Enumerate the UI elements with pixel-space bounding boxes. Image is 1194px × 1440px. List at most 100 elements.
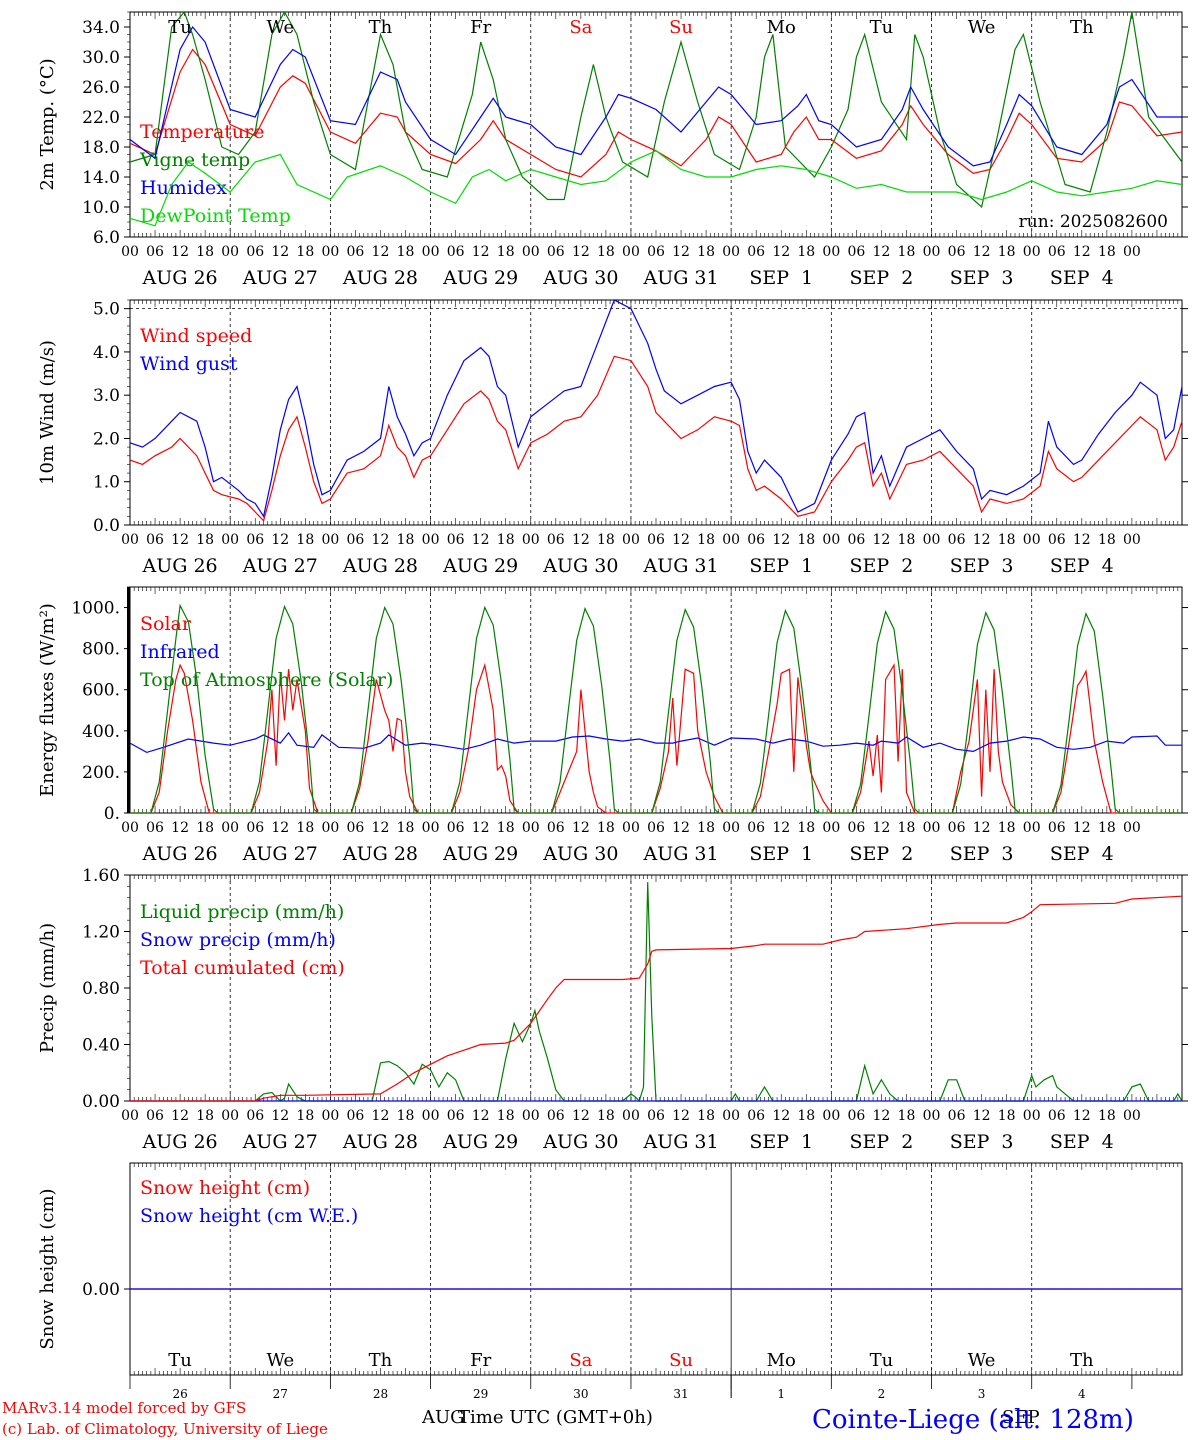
energy-hour-tick-label: 18 xyxy=(697,820,715,836)
energy-hour-tick-label: 12 xyxy=(171,820,189,836)
energy-date-label: SEP 2 xyxy=(850,843,914,865)
energy-hour-tick-label: 12 xyxy=(372,820,390,836)
temp-hour-tick-label: 12 xyxy=(372,244,390,260)
month-left-label: AUG xyxy=(421,1407,465,1428)
temp-hour-tick-label: 00 xyxy=(923,244,941,260)
snow-y-axis-label: Snow height (cm) xyxy=(37,1188,58,1349)
wind-hour-tick-label: 00 xyxy=(221,532,239,548)
precip-hour-tick-label: 00 xyxy=(522,1108,540,1124)
precip-date-label: SEP 2 xyxy=(850,1131,914,1153)
wind-hour-tick-label: 06 xyxy=(747,532,765,548)
energy-hour-tick-label: 00 xyxy=(221,820,239,836)
precip-legend-entry: Liquid precip (mm/h) xyxy=(140,901,344,923)
temp-hour-tick-label: 18 xyxy=(196,244,214,260)
panel-energy: 0. 200. 400. 600. 800. 1000. Energy fluxes (W/… xyxy=(37,586,1188,865)
wind-date-label: AUG 30 xyxy=(542,555,618,577)
temp-hour-tick-label: 18 xyxy=(697,244,715,260)
temp-hour-tick-label: 06 xyxy=(146,244,164,260)
energy-y-axis-label: Energy fluxes (W/m²) xyxy=(37,603,58,797)
wind-hour-tick-label: 12 xyxy=(572,532,590,548)
energy-hour-tick-label: 18 xyxy=(998,820,1016,836)
x-axis-label: Time UTC (GMT+0h) xyxy=(458,1407,653,1428)
energy-hour-tick-label: 12 xyxy=(873,820,891,836)
temp-hour-tick-label: 00 xyxy=(221,244,239,260)
energy-hour-tick-label: 00 xyxy=(822,820,840,836)
wind-hour-tick-label: 18 xyxy=(1098,532,1116,548)
precip-hour-tick-label: 00 xyxy=(622,1108,640,1124)
precip-hour-tick-label: 12 xyxy=(271,1108,289,1124)
temp-date-label: SEP 1 xyxy=(749,267,813,289)
energy-y-tick-label: 800. xyxy=(82,640,120,660)
precip-hour-tick-label: 12 xyxy=(873,1108,891,1124)
precip-hour-tick-label: 06 xyxy=(347,1108,365,1124)
wind-hour-tick-label: 00 xyxy=(121,532,139,548)
wind-hour-tick-label: 00 xyxy=(822,532,840,548)
temp-hour-tick-label: 18 xyxy=(998,244,1016,260)
wind-hour-tick-label: 18 xyxy=(697,532,715,548)
energy-y-tick-label: 600. xyxy=(82,681,120,701)
precip-hour-tick-label: 00 xyxy=(822,1108,840,1124)
wind-hour-tick-label: 18 xyxy=(497,532,515,548)
energy-hour-tick-label: 18 xyxy=(397,820,415,836)
energy-date-label: AUG 31 xyxy=(642,843,718,865)
weekday-label: We xyxy=(266,1350,294,1371)
run-label: run: 2025082600 xyxy=(1019,212,1168,232)
energy-hour-tick-label: 18 xyxy=(1098,820,1116,836)
precip-date-label: AUG 31 xyxy=(642,1131,718,1153)
energy-hour-tick-label: 12 xyxy=(572,820,590,836)
temp-hour-tick-label: 12 xyxy=(1073,244,1091,260)
panel-snow: 0.00 Snow height (cm) Snow height (cm) Snow… xyxy=(37,1162,1183,1401)
weekday-label: Tu xyxy=(168,1350,192,1371)
temp-hour-tick-label: 12 xyxy=(672,244,690,260)
precip-hour-tick-label: 00 xyxy=(1123,1108,1141,1124)
temp-hour-tick-label: 18 xyxy=(797,244,815,260)
precip-hour-tick-label: 00 xyxy=(722,1108,740,1124)
precip-hour-tick-label: 06 xyxy=(146,1108,164,1124)
precip-date-label: SEP 4 xyxy=(1050,1131,1114,1153)
energy-legend-entry: Solar xyxy=(140,613,192,635)
energy-y-tick-label: 0. xyxy=(104,804,120,824)
temp-hour-tick-label: 12 xyxy=(572,244,590,260)
energy-date-label: SEP 4 xyxy=(1050,843,1114,865)
weekday-label: Th xyxy=(369,17,393,38)
weekday-label: Fr xyxy=(470,1350,491,1371)
wind-hour-tick-label: 06 xyxy=(847,532,865,548)
energy-hour-tick-label: 18 xyxy=(196,820,214,836)
temp-hour-tick-label: 12 xyxy=(271,244,289,260)
wind-hour-tick-label: 06 xyxy=(246,532,264,548)
day-number-label: 2 xyxy=(878,1387,886,1401)
temp-y-tick-label: 30.0 xyxy=(82,48,120,68)
day-number-label: 27 xyxy=(273,1387,288,1401)
day-number-label: 30 xyxy=(573,1387,588,1401)
temp-hour-tick-label: 12 xyxy=(973,244,991,260)
precip-hour-tick-label: 18 xyxy=(998,1108,1016,1124)
energy-y-tick-label: 200. xyxy=(82,763,120,783)
precip-hour-tick-label: 00 xyxy=(221,1108,239,1124)
weekday-label: Mo xyxy=(767,1350,796,1371)
precip-hour-tick-label: 18 xyxy=(296,1108,314,1124)
wind-date-label: SEP 4 xyxy=(1050,555,1114,577)
temp-hour-tick-label: 06 xyxy=(547,244,565,260)
temp-y-tick-label: 10.0 xyxy=(82,198,120,218)
wind-date-label: AUG 28 xyxy=(342,555,418,577)
precip-date-label: AUG 28 xyxy=(342,1131,418,1153)
energy-hour-tick-label: 00 xyxy=(722,820,740,836)
energy-legend-entry: Top of Atmosphere (Solar) xyxy=(140,669,393,691)
precip-hour-tick-label: 06 xyxy=(747,1108,765,1124)
temp-hour-tick-label: 00 xyxy=(722,244,740,260)
wind-hour-tick-label: 00 xyxy=(923,532,941,548)
wind-hour-tick-label: 12 xyxy=(772,532,790,548)
wind-hour-tick-label: 06 xyxy=(447,532,465,548)
energy-hour-tick-label: 06 xyxy=(347,820,365,836)
precip-hour-tick-label: 18 xyxy=(196,1108,214,1124)
wind-hour-tick-label: 06 xyxy=(347,532,365,548)
wind-hour-tick-label: 12 xyxy=(271,532,289,548)
energy-y-tick-label: 400. xyxy=(82,722,120,742)
day-number-label: 26 xyxy=(172,1387,187,1401)
wind-hour-tick-label: 00 xyxy=(522,532,540,548)
temp-hour-tick-label: 06 xyxy=(246,244,264,260)
temp-y-tick-label: 26.0 xyxy=(82,78,120,98)
energy-hour-tick-label: 00 xyxy=(923,820,941,836)
precip-series-2 xyxy=(130,895,1183,1102)
energy-hour-tick-label: 18 xyxy=(497,820,515,836)
